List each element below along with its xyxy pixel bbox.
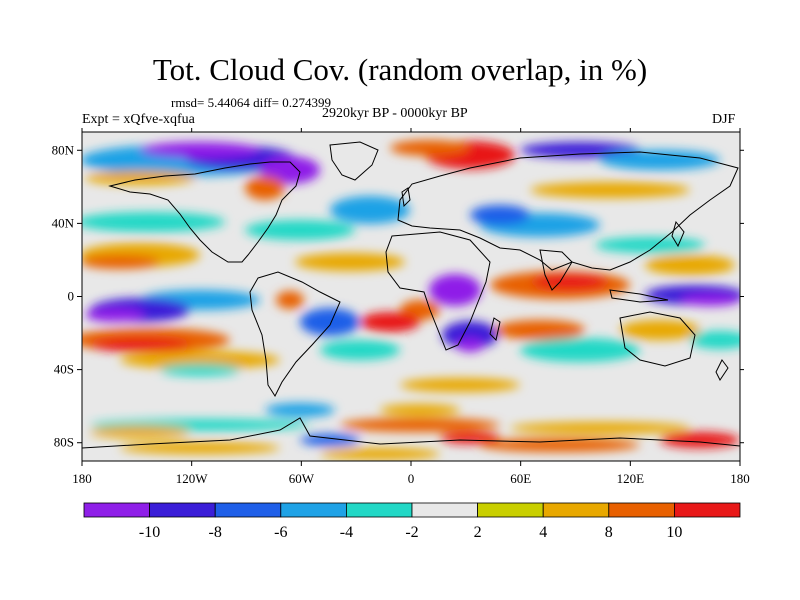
colorbar-label: 2 [474,524,482,541]
colorbar-label: -8 [209,524,222,541]
colorbar-label: 8 [605,524,613,541]
coastline-eurasia [397,151,739,271]
colorbar-segment [477,502,544,518]
period-label: 2920kyr BP - 0000kyr BP [322,106,468,121]
colorbar-segment [280,502,347,518]
longitude-axis: 180 120W 60W 0 60E 120E 180 [72,128,750,486]
colorbar-label: -10 [139,524,160,541]
coastline-british-isles [401,187,411,208]
colorbar-segment [542,502,610,518]
coastline-south-america [249,271,341,398]
coastlines [82,141,740,449]
coastline-africa [385,231,491,351]
colorbar-segment [214,502,282,518]
stats-subtitle: rmsd= 5.44064 diff= 0.274399 [171,95,331,110]
colorbar-label: -2 [405,524,418,541]
coastline-madagascar [489,317,501,341]
coastline-indonesia [609,289,669,303]
coastline-greenland [329,141,379,181]
colorbar-segment [608,502,675,518]
lon-tick-label: 60E [510,471,531,486]
colorbar-segment [345,502,413,518]
lon-tick-label: 60W [289,471,315,486]
plot-title: Tot. Cloud Cov. (random overlap, in %) [152,52,648,87]
colorbar-label: -6 [274,524,287,541]
coastline-north-america [108,161,301,263]
colorbar-segment [674,502,741,518]
lon-tick-label: 180 [72,471,92,486]
colorbar-segment [411,502,478,518]
coastline-india [539,249,573,291]
colorbar-label: 10 [666,524,682,541]
colorbar-label: 4 [539,524,547,541]
season-label: DJF [712,112,736,127]
lon-tick-label: 120E [617,471,645,486]
coastline-antarctica [82,417,740,449]
lat-tick-label: 0 [68,289,75,304]
colorbar-segment [83,502,150,518]
lat-tick-label: 80S [54,435,74,450]
coastline-australia [619,311,696,367]
lon-tick-label: 120W [176,471,209,486]
latitude-axis: 80N 40N 0 40S 80S [52,142,744,450]
coastline-japan [671,220,685,248]
coastline-new-zealand [715,359,729,381]
lon-tick-label: 0 [408,471,415,486]
lat-tick-label: 40S [54,362,74,377]
lon-tick-label: 180 [730,471,750,486]
colorbar-label: -4 [340,524,353,541]
lat-tick-label: 40N [52,215,75,230]
colorbar: -10 -8 -6 -4 -2 2 4 8 10 [83,502,741,541]
experiment-label: Expt = xQfve-xqfua [82,112,195,127]
lat-tick-label: 80N [52,142,75,157]
anomaly-field [82,140,740,460]
colorbar-segment [149,502,216,518]
